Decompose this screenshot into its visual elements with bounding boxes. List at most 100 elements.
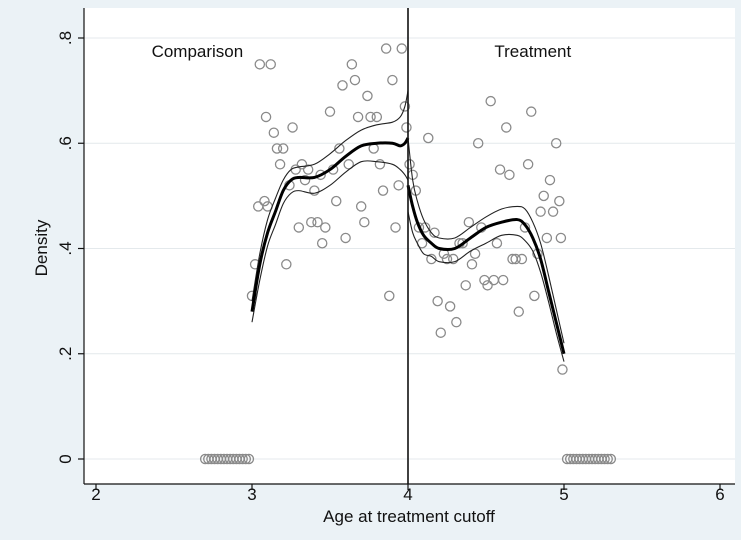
data-point — [550, 137, 562, 149]
data-point — [544, 174, 556, 186]
data-point — [309, 185, 320, 196]
data-point — [451, 316, 462, 328]
fit-line-right — [406, 185, 566, 355]
data-point — [380, 43, 392, 54]
scatter-points — [199, 43, 617, 465]
fit-lines — [250, 90, 566, 362]
data-point — [362, 90, 373, 102]
data-point — [535, 206, 546, 217]
data-point — [387, 74, 398, 86]
data-point — [277, 143, 289, 154]
data-point — [259, 195, 270, 207]
data-point — [268, 127, 280, 138]
data-point — [359, 216, 370, 228]
data-point — [371, 111, 383, 123]
axes — [83, 8, 735, 485]
data-point — [306, 216, 317, 228]
data-point — [466, 259, 478, 270]
data-point — [346, 59, 358, 70]
data-point — [260, 111, 272, 123]
x-axis-title: Age at treatment cutoff — [323, 507, 495, 526]
data-point — [444, 301, 456, 312]
x-tick-label: 5 — [559, 485, 568, 504]
data-point — [343, 159, 354, 170]
data-point — [281, 259, 292, 270]
data-point — [525, 106, 537, 117]
data-point — [374, 159, 386, 170]
data-point — [390, 222, 401, 233]
data-point — [485, 95, 496, 107]
data-point — [312, 216, 323, 228]
data-point — [296, 159, 308, 170]
data-point — [299, 174, 311, 186]
data-point — [494, 164, 506, 175]
data-point — [497, 274, 509, 286]
data-point — [315, 169, 326, 181]
data-point — [352, 111, 364, 123]
data-point — [602, 453, 613, 465]
data-point — [423, 132, 434, 144]
data-point — [337, 80, 348, 91]
data-point — [274, 159, 286, 170]
data-point — [504, 169, 515, 181]
data-point — [529, 290, 540, 302]
data-point — [513, 306, 525, 317]
gridlines — [84, 37, 735, 460]
ci-upper-left — [251, 90, 409, 302]
data-point — [265, 59, 276, 70]
ci-upper-right — [407, 137, 565, 344]
annotation-label: Treatment — [494, 42, 571, 61]
data-point — [432, 295, 443, 307]
data-point — [330, 195, 342, 207]
data-point — [491, 237, 503, 249]
annotations: Comparison Treatment — [152, 42, 572, 61]
fit-line-left — [250, 137, 410, 312]
data-point — [377, 185, 389, 196]
data-point — [393, 180, 404, 191]
data-point — [355, 201, 367, 212]
data-point — [401, 122, 412, 133]
y-tick-label: 0 — [56, 454, 75, 463]
data-point — [340, 232, 351, 244]
data-point — [557, 364, 568, 375]
y-tick-label: .8 — [56, 31, 75, 45]
data-point — [271, 143, 283, 154]
y-axis-title: Density — [32, 219, 51, 276]
data-point — [463, 216, 475, 228]
data-point — [426, 253, 437, 265]
x-tick-label: 4 — [403, 485, 412, 504]
x-tick-label: 2 — [91, 485, 100, 504]
data-point — [334, 143, 345, 154]
data-point — [399, 101, 411, 112]
data-point — [605, 453, 617, 465]
x-tick-label: 6 — [715, 485, 724, 504]
data-point — [384, 290, 395, 302]
data-point — [555, 232, 567, 244]
data-point — [435, 327, 447, 338]
data-point — [516, 253, 528, 265]
plot-area — [84, 8, 735, 484]
data-point — [287, 122, 298, 133]
ci-lower-left — [251, 160, 409, 323]
data-point — [302, 164, 314, 175]
data-point — [254, 59, 266, 70]
data-point — [472, 137, 484, 149]
data-point — [429, 227, 440, 238]
data-point — [293, 222, 305, 233]
data-point — [541, 232, 553, 244]
data-point — [316, 237, 328, 249]
data-point — [554, 195, 565, 207]
data-point — [457, 237, 468, 249]
data-point — [349, 74, 361, 86]
x-tick-label: 3 — [247, 485, 256, 504]
y-ticks: 0 .2 .4 .6 .8 — [56, 31, 84, 464]
data-point — [501, 122, 512, 133]
y-tick-label: .2 — [56, 347, 75, 361]
data-point — [396, 43, 408, 54]
data-point — [547, 206, 559, 217]
annotation-label: Comparison — [152, 42, 244, 61]
data-point — [510, 253, 521, 265]
data-point — [324, 106, 336, 117]
data-point — [404, 159, 415, 170]
